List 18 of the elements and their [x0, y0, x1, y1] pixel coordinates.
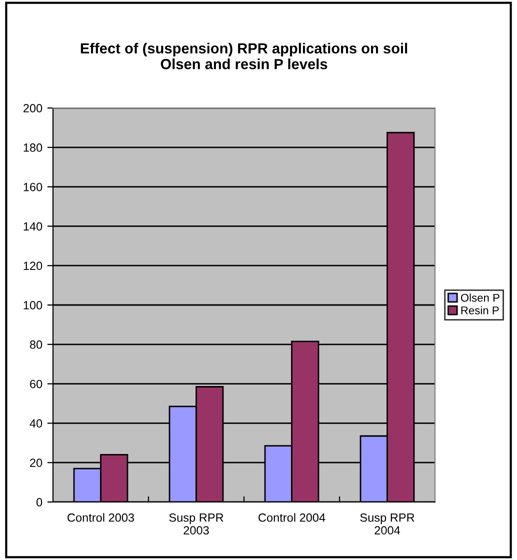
legend-label: Resin P — [461, 306, 499, 314]
y-tick-label: 120 — [24, 262, 42, 270]
y-tick-label: 140 — [24, 222, 42, 231]
y-tick-label: 100 — [24, 301, 42, 310]
y-tick-label: 60 — [30, 380, 42, 388]
y-tick-label: 200 — [23, 104, 42, 112]
y-tick-label: 80 — [30, 340, 42, 349]
y-tick-label: 180 — [24, 143, 42, 152]
chart-title: Effect of (suspension) RPR applications on soil Olsen and resin P levels — [80, 42, 408, 70]
y-tick-label: 160 — [24, 182, 42, 192]
x-tick-label: Susp RPR 2003 — [169, 513, 224, 534]
y-tick-label: 0 — [36, 498, 42, 506]
x-tick-label: Control 2004 — [258, 513, 326, 522]
x-tick-label: Control 2003 — [68, 513, 134, 522]
y-tick-label: 40 — [30, 419, 42, 428]
x-tick-label: Susp RPR 2004 — [360, 513, 414, 534]
y-tick-label: 20 — [30, 458, 42, 467]
legend-label: Olsen P — [460, 294, 500, 302]
